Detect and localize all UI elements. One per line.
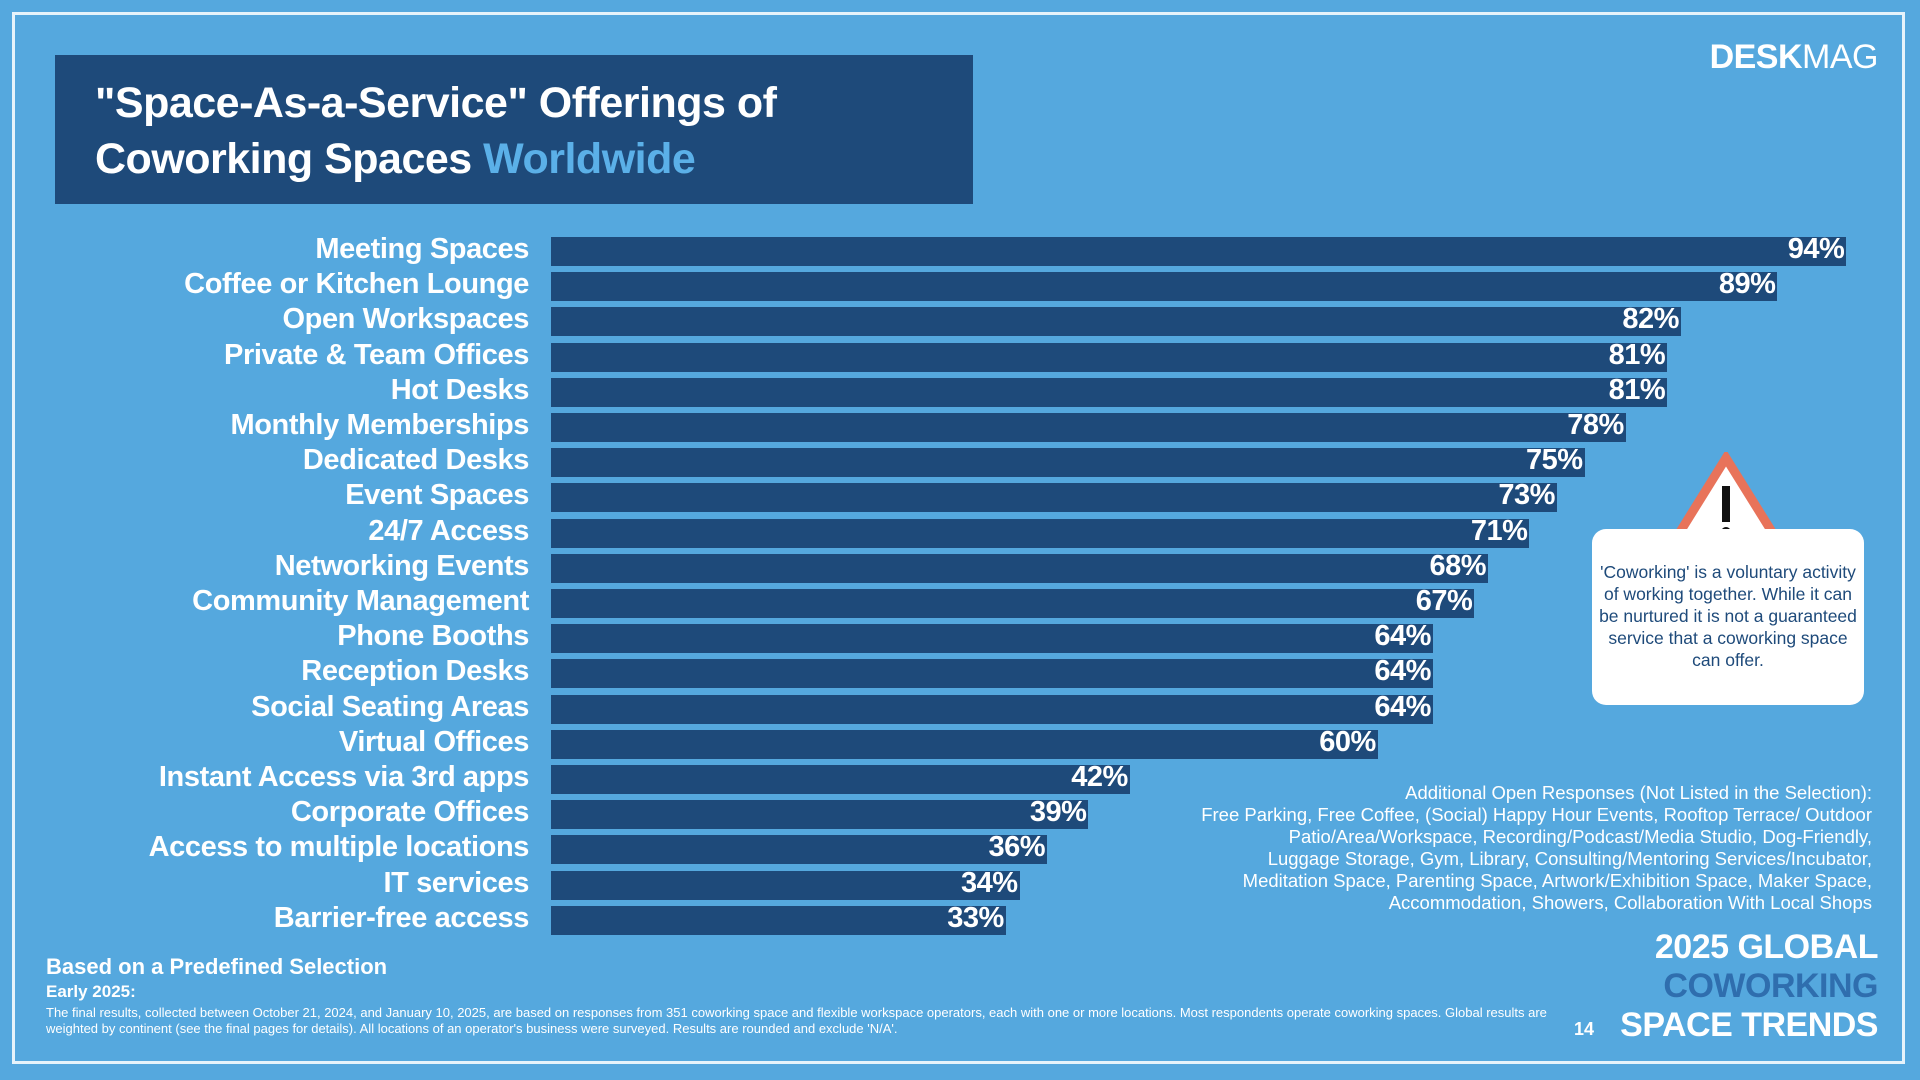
bar [551, 659, 1433, 689]
category-label: Community Management [192, 585, 529, 617]
category-label: Reception Desks [301, 655, 529, 688]
bar [551, 835, 1048, 865]
title-box: "Space-As-a-Service" Offerings of Cowork… [55, 55, 973, 204]
bar [551, 765, 1130, 794]
value-label: 64% [1374, 690, 1431, 723]
value-label: 36% [988, 831, 1046, 864]
methodology-text: The final results, collected between Oct… [46, 1005, 1547, 1036]
additional-responses: Additional Open Responses (Not Listed in… [1201, 782, 1872, 914]
value-label: 89% [1718, 268, 1776, 301]
value-label: 34% [960, 866, 1018, 899]
category-label: Event Spaces [345, 479, 529, 512]
category-label: Barrier-free access [273, 901, 530, 934]
value-label: 33% [947, 901, 1004, 934]
category-label: Open Workspaces [282, 303, 529, 336]
additional-line: Free Parking, Free Coffee, (Social) Happ… [1201, 804, 1872, 825]
page-number: 14 [1574, 1019, 1595, 1039]
bar [551, 483, 1557, 513]
bar [551, 272, 1778, 302]
category-label: Networking Events [274, 549, 530, 582]
bar [551, 413, 1626, 442]
category-label: Virtual Offices [338, 725, 529, 758]
bar [551, 800, 1089, 830]
bar [551, 624, 1433, 654]
value-label: 42% [1071, 761, 1128, 793]
brand-line-3: SPACE TRENDS [1620, 1006, 1878, 1044]
logo-bold: DESK [1709, 38, 1803, 76]
additional-line: Meditation Space, Parenting Space, Artwo… [1242, 870, 1872, 891]
bar [551, 694, 1433, 724]
bar [551, 553, 1489, 583]
title-accent: Worldwide [483, 135, 696, 183]
category-label: Dedicated Desks [302, 444, 530, 477]
additional-line: Accommodation, Showers, Collaboration Wi… [1388, 892, 1872, 913]
additional-line: Patio/Area/Workspace, Recording/Podcast/… [1288, 826, 1872, 847]
value-label: 75% [1525, 444, 1583, 477]
value-label: 81% [1608, 338, 1666, 371]
title-line-2: Coworking Spaces Worldwide [95, 131, 973, 187]
value-label: 67% [1415, 585, 1473, 617]
value-label: 39% [1029, 796, 1087, 829]
value-label: 94% [1787, 233, 1845, 265]
bar [551, 448, 1585, 478]
value-label: 64% [1374, 620, 1431, 653]
value-label: 71% [1470, 514, 1528, 547]
category-label: Phone Booths [337, 620, 529, 653]
value-label: 68% [1429, 549, 1487, 582]
title-line-1: "Space-As-a-Service" Offerings of [95, 79, 777, 127]
bar [551, 307, 1681, 337]
bar [551, 518, 1530, 548]
bar [551, 237, 1847, 266]
bar [551, 870, 1020, 900]
value-label: 64% [1374, 655, 1431, 688]
additional-line: Luggage Storage, Gym, Library, Consultin… [1267, 848, 1872, 869]
title-main: Coworking Spaces [95, 135, 484, 183]
bar [551, 377, 1668, 407]
category-label: Social Seating Areas [251, 690, 529, 723]
brand-line-1: 2025 GLOBAL [1654, 928, 1879, 966]
coworking-note: 'Coworking' is a voluntary activity of w… [1592, 529, 1864, 705]
category-label: Corporate Offices [290, 796, 530, 829]
report-brand: 2025 GLOBAL COWORKING SPACE TRENDS [1620, 928, 1878, 1045]
value-label: 81% [1608, 373, 1666, 406]
category-label: Access to multiple locations [148, 831, 530, 864]
category-label: Instant Access via 3rd apps [158, 761, 530, 793]
brand-line-2: COWORKING [1663, 967, 1878, 1005]
category-label: IT services [383, 866, 529, 899]
logo-light: MAG [1802, 38, 1878, 76]
bar [551, 589, 1475, 618]
deskmag-logo: DESKMAG [1709, 38, 1879, 77]
bar [551, 905, 1006, 935]
category-label: Monthly Memberships [230, 409, 529, 441]
value-label: 73% [1498, 479, 1555, 512]
category-label: Hot Desks [390, 373, 530, 406]
bar [551, 729, 1378, 759]
category-label: 24/7 Access [368, 514, 529, 547]
category-label: Coffee or Kitchen Lounge [184, 268, 529, 301]
basis-label: Based on a Predefined Selection [46, 954, 388, 979]
value-label: 60% [1319, 725, 1376, 758]
period-label: Early 2025: [46, 982, 136, 1001]
additional-heading: Additional Open Responses (Not Listed in… [1405, 782, 1872, 803]
page-frame [12, 12, 1905, 1064]
category-label: Private & Team Offices [224, 338, 529, 371]
value-label: 82% [1622, 303, 1679, 336]
bar [551, 342, 1668, 372]
value-label: 78% [1567, 409, 1624, 441]
category-label: Meeting Spaces [315, 233, 529, 265]
